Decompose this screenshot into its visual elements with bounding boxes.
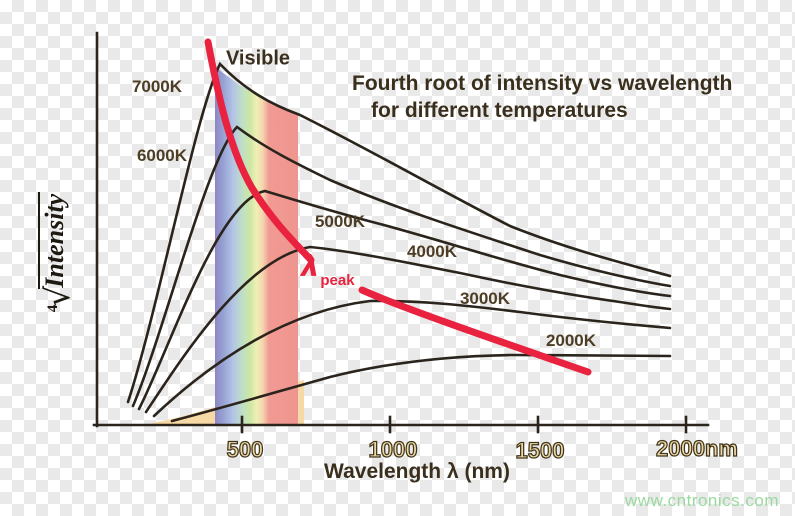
watermark: www.cntronics.com [625, 491, 779, 510]
curve-label-6000k: 6000K [136, 146, 188, 165]
curve-label-5000k: 5000K [314, 212, 366, 231]
y-axis-label: 4√Intensity [38, 157, 78, 347]
x-tick-label-1000: 1000 [369, 437, 418, 462]
curve-5000k [137, 189, 672, 411]
plot-title-line2: for different temperatures [371, 99, 628, 122]
y-axis-label-text: Intensity [38, 191, 69, 289]
visible-annotation: Visible [225, 47, 291, 70]
x-axis-label: Wavelength λ (nm) [324, 460, 510, 483]
x-tick-label-2000nm: 2000nm [656, 436, 738, 461]
curve-label-3000k: 3000K [459, 289, 511, 308]
curve-label-7000k: 7000K [131, 77, 183, 96]
curve-7000k [126, 61, 672, 404]
lambda-peak-label: λpeak [301, 249, 355, 289]
plot-title: Fourth root of intensity vs wavelength f… [352, 70, 732, 124]
curve-4000k [144, 245, 672, 414]
lambda-peak-curve-upper [204, 38, 315, 264]
curve-6000k [131, 125, 672, 408]
curve-label-2000k: 2000K [545, 331, 597, 350]
x-tick-label-1500: 1500 [516, 438, 565, 463]
x-tick-label-500: 500 [227, 437, 264, 462]
plot-title-line1: Fourth root of intensity vs wavelength [352, 72, 733, 95]
curve-2000k [170, 353, 672, 423]
lambda-symbol: λ [301, 249, 320, 283]
curve-3000k [152, 299, 672, 418]
lambda-peak-curve-lower [358, 286, 592, 376]
peak-subscript: peak [320, 272, 355, 289]
curve-label-4000k: 4000K [406, 242, 458, 261]
